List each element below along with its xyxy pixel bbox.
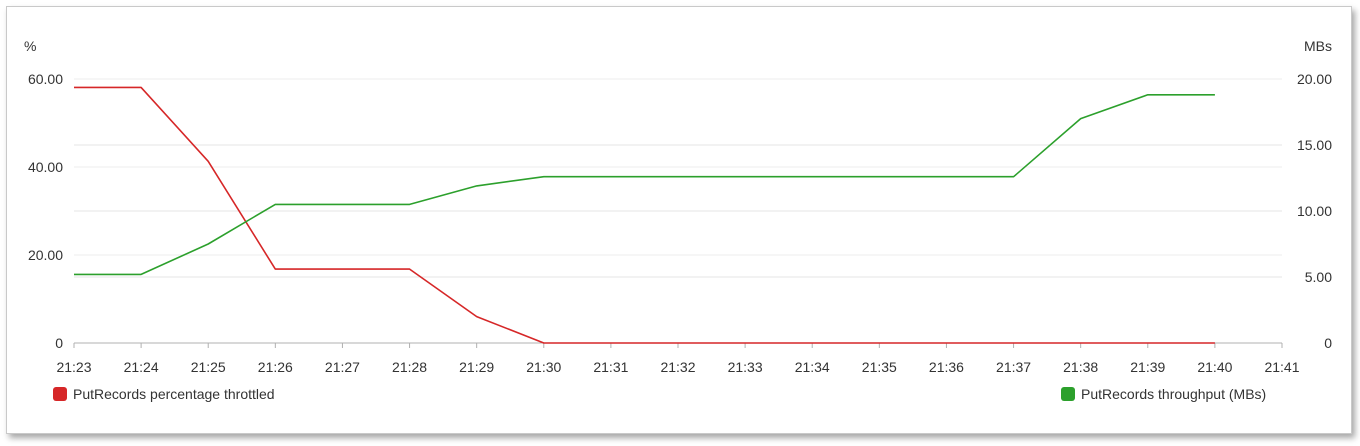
x-tick-label: 21:28 (392, 359, 427, 375)
legend-swatch-throttled (53, 387, 67, 401)
left-tick-label: 60.00 (28, 71, 63, 87)
right-tick-label: 0 (1324, 335, 1332, 351)
grid (74, 78, 1282, 278)
x-tick-label: 21:39 (1130, 359, 1165, 375)
axes: 21:23 21:24 21:25 21:26 21:27 21:28 21:29 21:30… (24, 38, 1332, 375)
x-tick-label: 21:36 (929, 359, 964, 375)
x-tick-label: 21:23 (56, 359, 91, 375)
x-tick-label: 21:30 (526, 359, 561, 375)
left-tick-label: 20.00 (28, 247, 63, 263)
x-tick-label: 21:41 (1264, 359, 1299, 375)
x-tick-label: 21:31 (593, 359, 628, 375)
x-tick-label: 21:24 (124, 359, 159, 375)
right-tick-label: 20.00 (1297, 71, 1332, 87)
x-tick-label: 21:33 (728, 359, 763, 375)
series-line-throttled (74, 86, 1215, 344)
legend-swatch-throughput (1061, 387, 1075, 401)
x-tick-label: 21:40 (1197, 359, 1232, 375)
x-tick-label: 21:25 (191, 359, 226, 375)
legend-label-throttled: PutRecords percentage throttled (73, 386, 275, 402)
legend-label-throughput: PutRecords throughput (MBs) (1081, 386, 1266, 402)
right-tick-label: 10.00 (1297, 203, 1332, 219)
left-tick-label: 40.00 (28, 159, 63, 175)
x-tick-label: 21:29 (459, 359, 494, 375)
legend: PutRecords percentage throttled PutRecord… (53, 386, 1266, 402)
left-axis-unit: % (24, 38, 36, 54)
chart-frame: 21:23 21:24 21:25 21:26 21:27 21:28 21:29 21:30… (6, 6, 1352, 434)
x-tick-label: 21:27 (325, 359, 360, 375)
line-chart: 21:23 21:24 21:25 21:26 21:27 21:28 21:29 21:30… (24, 38, 1332, 402)
x-tick-label: 21:32 (660, 359, 695, 375)
series (74, 86, 1215, 344)
x-tick-label: 21:26 (258, 359, 293, 375)
x-tick-label: 21:35 (862, 359, 897, 375)
x-tick-label: 21:37 (996, 359, 1031, 375)
x-tick-label: 21:38 (1063, 359, 1098, 375)
right-tick-label: 5.00 (1305, 269, 1332, 285)
left-tick-label: 0 (55, 335, 63, 351)
x-tick-label: 21:34 (795, 359, 830, 375)
right-axis-unit: MBs (1304, 38, 1332, 54)
series-line-throughput (74, 94, 1215, 276)
right-tick-label: 15.00 (1297, 137, 1332, 153)
